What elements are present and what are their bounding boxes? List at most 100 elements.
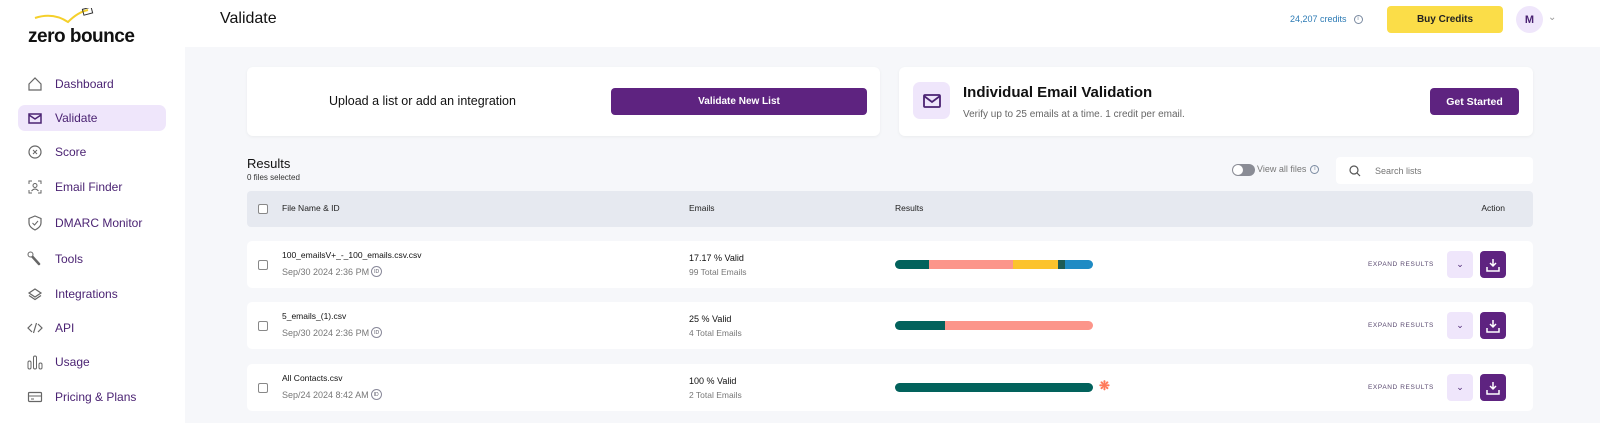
file-date-text: Sep/24 2024 8:42 AM <box>282 389 369 400</box>
results-bar <box>895 321 1093 330</box>
id-icon[interactable]: ID <box>371 266 383 277</box>
sidebar-item-label: Email Finder <box>55 180 123 194</box>
results-bar <box>895 383 1093 392</box>
sidebar-item-validate[interactable]: Validate <box>18 105 166 131</box>
sidebar-item-label: API <box>55 321 75 335</box>
row-checkbox[interactable] <box>258 321 268 331</box>
score-icon <box>27 144 43 160</box>
expand-chevron-button[interactable]: ⌄ <box>1447 374 1473 401</box>
row-checkbox[interactable] <box>258 260 268 270</box>
sidebar-item-integrations[interactable]: Integrations <box>18 281 166 307</box>
chevron-down-icon[interactable]: ⌄ <box>1548 12 1557 23</box>
search-icon <box>1349 164 1361 176</box>
avatar[interactable]: M <box>1516 6 1543 33</box>
buy-credits-button[interactable]: Buy Credits <box>1387 6 1503 33</box>
col-file: File Name & ID <box>282 203 340 213</box>
info-icon[interactable]: i <box>1353 14 1363 24</box>
result-segment <box>1012 260 1058 269</box>
download-button[interactable] <box>1480 374 1506 401</box>
upload-text: Upload a list or add an integration <box>329 94 516 108</box>
table-row: 5_emails_(1).csv Sep/30 2024 2:36 PM ID 25 … <box>247 302 1533 349</box>
col-action: Action <box>1481 203 1505 213</box>
view-all-label: View all files <box>1257 164 1307 174</box>
file-name: 5_emails_(1).csv <box>282 311 347 321</box>
sidebar-item-label: DMARC Monitor <box>55 216 143 230</box>
sidebar-item-email-finder[interactable]: Email Finder <box>18 174 166 200</box>
result-segment <box>1064 260 1093 269</box>
result-segment <box>895 383 1093 392</box>
individual-title: Individual Email Validation <box>963 84 1153 101</box>
search-lists[interactable] <box>1336 157 1533 184</box>
file-date-text: Sep/30 2024 2:36 PM <box>282 266 370 277</box>
file-name: 100_emailsV+_-_100_emails.csv.csv <box>282 250 422 260</box>
total-emails: 4 Total Emails <box>689 328 742 338</box>
sidebar: zero bounce Dashboard Validate Score Email … <box>0 0 185 423</box>
file-date-text: Sep/30 2024 2:36 PM <box>282 327 370 338</box>
id-icon[interactable]: ID <box>371 327 383 338</box>
results-bar <box>895 260 1093 269</box>
home-icon <box>27 76 43 92</box>
col-results: Results <box>895 203 924 213</box>
sidebar-item-api[interactable]: API <box>18 315 166 341</box>
sidebar-item-label: Validate <box>55 111 98 125</box>
sidebar-item-dmarc-monitor[interactable]: DMARC Monitor <box>18 210 166 236</box>
individual-validation-card: Individual Email Validation Verify up to… <box>899 67 1533 136</box>
view-all-files-toggle[interactable] <box>1232 164 1255 176</box>
valid-percent: 17.17 % Valid <box>689 253 744 263</box>
total-emails: 99 Total Emails <box>689 267 747 277</box>
search-input[interactable] <box>1375 165 1525 176</box>
code-icon <box>27 320 43 336</box>
sidebar-item-dashboard[interactable]: Dashboard <box>18 71 166 97</box>
credit-card-icon <box>27 389 43 405</box>
expand-results-link[interactable]: EXPAND RESULTS <box>1368 384 1434 391</box>
table-row: 100_emailsV+_-_100_emails.csv.csv Sep/30 … <box>247 241 1533 288</box>
download-button[interactable] <box>1480 251 1506 278</box>
view-all-files: View all files i <box>1257 164 1320 174</box>
layers-icon <box>27 286 43 302</box>
file-date: Sep/30 2024 2:36 PM ID <box>282 327 383 338</box>
result-segment <box>944 321 1093 330</box>
download-icon <box>1486 381 1500 395</box>
envelope-icon <box>27 110 43 126</box>
get-started-button[interactable]: Get Started <box>1430 88 1519 115</box>
shield-check-icon <box>27 215 43 231</box>
chevron-down-icon: ⌄ <box>1456 382 1464 392</box>
result-segment <box>1057 260 1065 269</box>
logo-text: zero bounce <box>28 26 135 47</box>
result-segment <box>895 321 945 330</box>
sidebar-item-pricing-plans[interactable]: Pricing & Plans <box>18 384 166 410</box>
id-icon[interactable]: ID <box>370 389 382 400</box>
table-header: File Name & ID Emails Results Action <box>247 191 1533 227</box>
expand-results-link[interactable]: EXPAND RESULTS <box>1368 322 1434 329</box>
sidebar-item-score[interactable]: Score <box>18 139 166 165</box>
result-segment <box>928 260 1013 269</box>
wrench-icon <box>27 251 43 267</box>
download-button[interactable] <box>1480 312 1506 339</box>
individual-subtitle: Verify up to 25 emails at a time. 1 cred… <box>963 109 1185 120</box>
row-checkbox[interactable] <box>258 383 268 393</box>
sidebar-item-label: Tools <box>55 252 84 266</box>
expand-chevron-button[interactable]: ⌄ <box>1447 312 1473 339</box>
hubspot-icon: ❋ <box>1099 378 1110 393</box>
sidebar-item-label: Usage <box>55 355 90 369</box>
valid-percent: 25 % Valid <box>689 314 732 324</box>
user-scan-icon <box>27 179 43 195</box>
validate-new-list-button[interactable]: Validate New List <box>611 88 867 115</box>
sidebar-item-label: Score <box>55 145 87 159</box>
sidebar-item-usage[interactable]: Usage <box>18 349 166 375</box>
page-title: Validate <box>220 10 277 27</box>
logo-swoosh-icon <box>34 8 94 24</box>
sidebar-item-tools[interactable]: Tools <box>18 246 166 272</box>
sidebar-item-label: Pricing & Plans <box>55 390 137 404</box>
expand-results-link[interactable]: EXPAND RESULTS <box>1368 261 1434 268</box>
expand-chevron-button[interactable]: ⌄ <box>1447 251 1473 278</box>
zerobounce-logo[interactable]: zero bounce <box>28 8 138 47</box>
download-icon <box>1486 258 1500 272</box>
sidebar-item-label: Integrations <box>55 287 118 301</box>
files-selected-count: 0 files selected <box>247 173 300 182</box>
col-emails: Emails <box>689 203 715 213</box>
download-icon <box>1486 319 1500 333</box>
file-name: All Contacts.csv <box>282 373 343 383</box>
info-icon[interactable]: i <box>1310 164 1320 174</box>
select-all-checkbox[interactable] <box>258 204 268 214</box>
